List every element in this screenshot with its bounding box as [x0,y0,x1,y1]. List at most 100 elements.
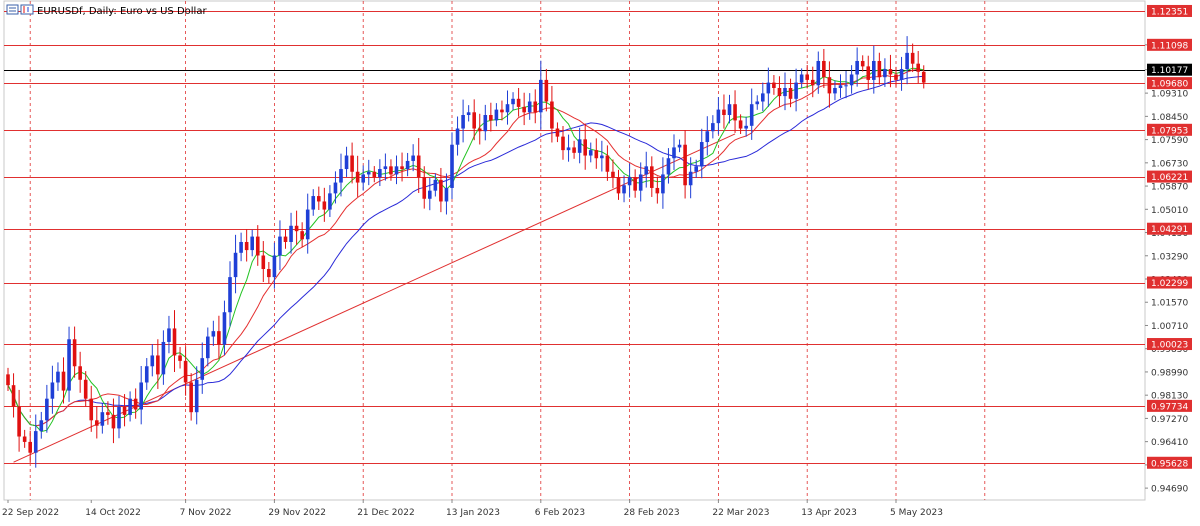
candle [588,142,593,163]
candle-body [194,379,199,413]
candle-body [555,128,560,137]
candle [255,225,260,266]
candle [122,394,127,427]
candle-body [6,374,10,386]
candle [910,43,915,73]
y-tick-label: 0.98990 [1151,368,1188,378]
candle-body [466,112,471,116]
candle [744,116,748,137]
candle-body [450,144,454,188]
candle-body [294,225,299,232]
chart-type-icon[interactable] [20,4,34,15]
candle-body [783,87,787,97]
candle [278,220,282,271]
price-level-badge [1147,77,1192,90]
candle [411,144,415,172]
candle-body [355,171,360,183]
candle-body [744,125,748,129]
candle-body [344,155,349,170]
price-level-badge [1147,399,1192,412]
candle-body [711,123,715,132]
candle-body [50,382,55,399]
candle [194,366,199,425]
candle [350,142,354,184]
candle [494,103,499,127]
candle-body [539,79,543,113]
candle [128,391,132,422]
candle [799,68,804,89]
candle-body [883,69,887,78]
candle [178,346,182,369]
candle [56,362,60,391]
candle [666,148,671,184]
candle-body [167,328,171,342]
candle [39,411,44,439]
candle [50,365,55,414]
x-tick-label: 29 Nov 2022 [268,508,326,518]
candle [550,85,554,143]
candle-body [22,436,27,442]
chart-menu-icon[interactable] [6,4,19,15]
candle-body [733,104,737,121]
candle-body [605,155,610,172]
candle [688,157,693,199]
candle-body [872,60,876,80]
candle [838,74,843,98]
candle-body [683,144,687,186]
candle [100,403,105,434]
candle-body [572,147,576,153]
candle [444,173,449,215]
candle [33,414,38,468]
x-tick-label: 13 Jan 2023 [446,508,500,518]
candle-body [561,136,565,151]
candle [83,371,88,407]
candle-body [206,336,210,359]
candle [11,373,16,418]
candle-body [89,398,94,421]
price-level-label: 1.02299 [1151,279,1188,289]
candle [244,229,249,262]
candle [333,171,338,204]
candle-body [117,406,121,429]
candle [416,137,421,193]
candle [877,52,882,85]
candle-body [267,269,271,278]
candle [899,56,904,91]
y-tick-label: 0.96410 [1151,438,1188,448]
candle-body [61,371,66,391]
y-tick-label: 0.94690 [1151,485,1188,495]
ma-slow-line [7,75,924,427]
price-level-badge [1147,4,1192,17]
candle [600,140,604,172]
candle [555,122,560,143]
candle [677,139,682,153]
candle-body [827,77,832,94]
candle-body [489,115,493,121]
price-level-label: 1.04291 [1151,225,1188,235]
candle-body [799,74,804,83]
candle [561,125,565,160]
candle-body [372,171,377,178]
x-tick-label: 13 Apr 2023 [801,508,857,518]
candle-body [405,160,410,170]
candle-body [17,406,21,437]
candle-body [716,109,721,124]
candle [72,326,77,378]
candle-body [422,177,427,199]
candle-body [616,177,621,194]
candle [883,58,887,87]
candle [45,384,49,433]
candle [583,123,587,170]
candle-body [300,231,304,240]
candle-body [178,355,182,361]
candle-body [411,155,415,161]
candle [61,357,66,404]
candle-body [322,201,327,210]
candle-body [283,236,288,242]
candle [394,155,399,185]
candle [866,55,871,90]
candle-body [505,104,510,113]
candle-body [433,179,438,191]
